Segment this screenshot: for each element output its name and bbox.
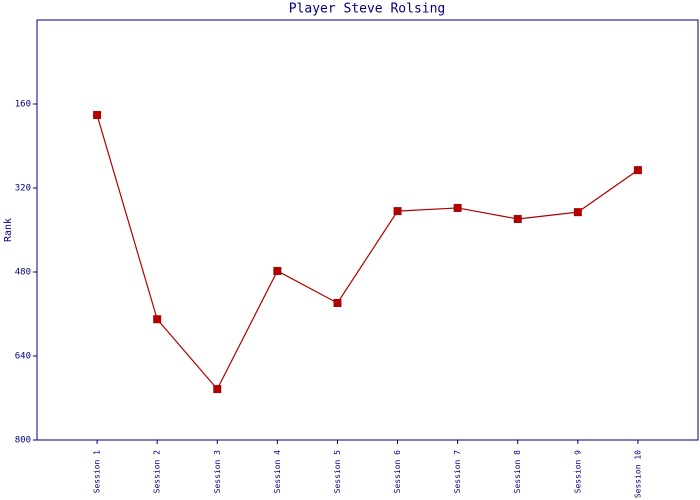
data-point: [573, 208, 582, 217]
data-point: [393, 207, 402, 216]
x-tick-label: Session 8: [513, 450, 522, 494]
data-point: [93, 111, 102, 120]
series-line: [96, 114, 639, 391]
data-point: [633, 166, 642, 175]
data-point: [453, 203, 462, 212]
x-tick-label: Session 6: [393, 450, 402, 494]
data-point: [273, 266, 282, 275]
x-tick-label: Session 4: [273, 450, 282, 494]
x-tick-label: Session 5: [333, 450, 342, 494]
data-point: [153, 315, 162, 324]
x-tick-label: Session 2: [153, 450, 162, 494]
data-point: [333, 298, 342, 307]
x-tick-label: Session 7: [453, 450, 462, 494]
y-tick-label: 160: [15, 100, 31, 110]
x-tick-label: Session 10: [633, 450, 642, 498]
x-tick-label: Session 1: [93, 450, 102, 494]
y-tick-label: 640: [15, 352, 31, 362]
y-axis-label: Rank: [3, 218, 14, 242]
y-tick-label: 480: [15, 268, 31, 278]
data-point: [513, 214, 522, 223]
y-tick-label: 320: [15, 184, 31, 194]
chart-title: Player Steve Rolsing: [289, 2, 446, 17]
x-tick-label: Session 3: [213, 450, 222, 494]
y-tick-label: 800: [15, 436, 31, 446]
data-point: [213, 385, 222, 394]
plot-frame: [36, 19, 699, 441]
x-tick-label: Session 9: [573, 450, 582, 494]
